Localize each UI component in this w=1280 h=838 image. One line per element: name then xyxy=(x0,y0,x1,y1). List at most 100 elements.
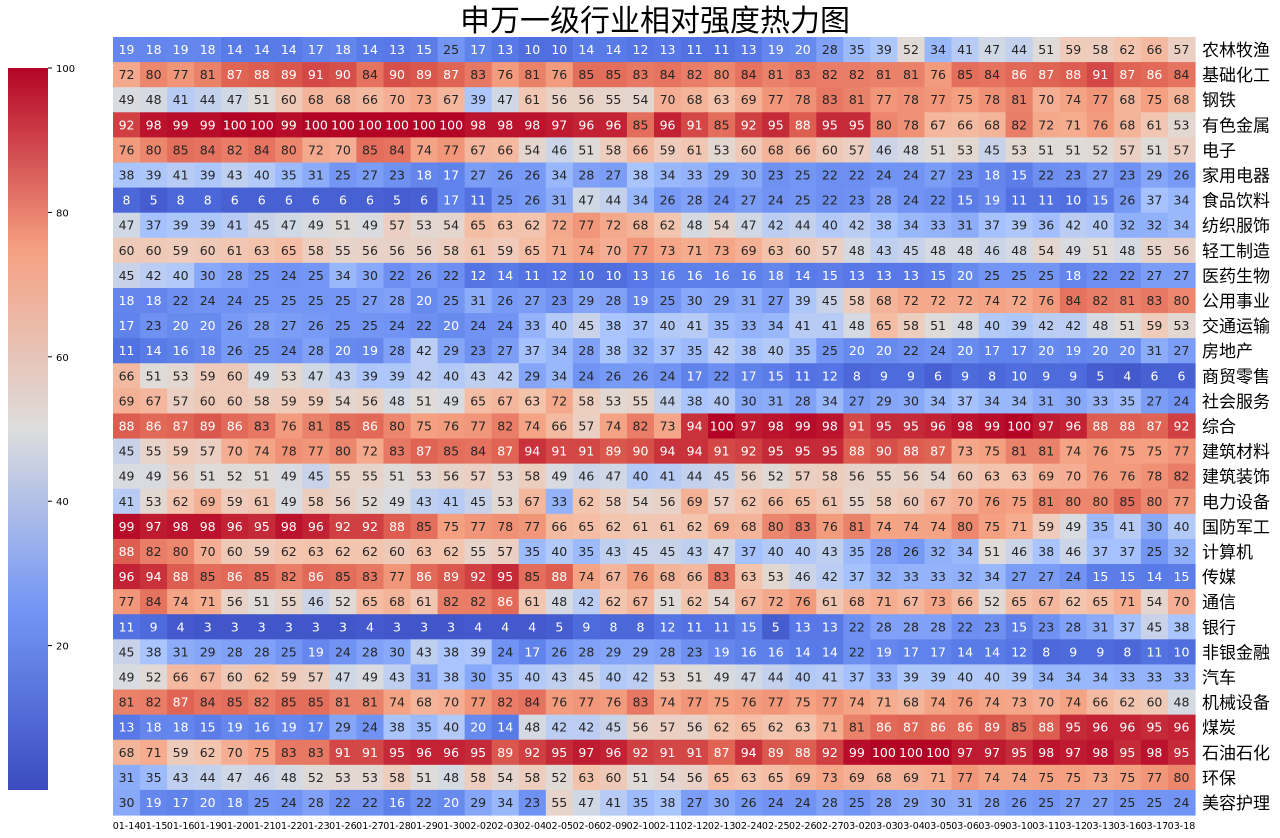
x-tick-label: 01-19 xyxy=(194,821,222,832)
cell-value-label: 51 xyxy=(200,469,216,484)
heatmap-cell xyxy=(1005,714,1034,741)
heatmap-cell xyxy=(275,488,303,515)
heatmap-cell xyxy=(194,338,222,364)
cell-value-label: 70 xyxy=(200,544,216,559)
heatmap-cell xyxy=(789,62,817,88)
heatmap-cell xyxy=(302,363,330,389)
heatmap-cell xyxy=(1086,363,1115,389)
heatmap-cell xyxy=(572,388,601,415)
heatmap-cell xyxy=(221,513,249,540)
cell-value-label: 55 xyxy=(849,494,865,509)
heatmap-cell xyxy=(1167,564,1196,590)
cell-value-label: 82 xyxy=(849,67,865,82)
heatmap-cell xyxy=(978,589,1007,615)
heatmap-cell xyxy=(437,564,466,590)
cell-value-label: 26 xyxy=(416,268,432,283)
heatmap-cell xyxy=(897,287,926,314)
heatmap-cell xyxy=(816,388,844,415)
heatmap-cell xyxy=(437,538,466,565)
heatmap-cell xyxy=(1005,664,1034,691)
cell-value-label: 48 xyxy=(1174,695,1190,710)
cell-value-label: 61 xyxy=(416,594,432,609)
heatmap-cell xyxy=(1113,664,1142,691)
heatmap-cell xyxy=(356,62,385,88)
cell-value-label: 59 xyxy=(660,142,676,157)
cell-value-label: 66 xyxy=(551,519,567,534)
heatmap-cell xyxy=(951,513,980,540)
heatmap-cell xyxy=(1005,463,1034,490)
cell-value-label: 56 xyxy=(389,243,405,258)
cell-value-label: 56 xyxy=(1174,243,1190,258)
cell-value-label: 3 xyxy=(204,619,212,634)
cell-value-label: 65 xyxy=(876,318,892,333)
heatmap-cell xyxy=(735,62,763,88)
heatmap-cell xyxy=(545,187,574,214)
heatmap-cell xyxy=(1005,589,1034,615)
heatmap-cells: 19 18 19 18 14 14 14 17 18 14 13 15 25 17 13 10 10 14 14 12… xyxy=(113,37,1196,816)
cell-value-label: 48 xyxy=(146,92,162,107)
cell-value-label: 25 xyxy=(1038,795,1054,810)
cell-value-label: 57 xyxy=(1119,142,1135,157)
heatmap-cell xyxy=(843,488,871,515)
cell-value-label: 59 xyxy=(1038,519,1054,534)
cell-value-label: 40 xyxy=(443,368,459,383)
cell-value-label: 49 xyxy=(146,469,162,484)
x-tick-label: 03-04 xyxy=(897,821,925,832)
heatmap-cell xyxy=(329,463,358,490)
heatmap-cell xyxy=(599,287,628,314)
cell-value-label: 66 xyxy=(957,594,973,609)
heatmap-cell xyxy=(978,388,1007,415)
heatmap-cell xyxy=(221,363,249,389)
heatmap-cell xyxy=(329,488,358,515)
cell-value-label: 70 xyxy=(1038,92,1054,107)
heatmap-cell xyxy=(302,187,330,214)
heatmap-cell xyxy=(978,37,1007,63)
cell-value-label: 20 xyxy=(957,343,973,358)
heatmap-cell xyxy=(275,589,303,615)
cell-value-label: 61 xyxy=(633,519,649,534)
cell-value-label: 77 xyxy=(119,594,135,609)
cell-value-label: 49 xyxy=(714,669,730,684)
cell-value-label: 27 xyxy=(1174,268,1190,283)
heatmap-cell xyxy=(843,388,871,415)
heatmap-cell xyxy=(816,262,844,289)
heatmap-cell xyxy=(572,513,601,540)
heatmap-cell xyxy=(1167,187,1196,214)
cell-value-label: 76 xyxy=(497,67,513,82)
cell-value-label: 56 xyxy=(362,243,378,258)
cell-value-label: 4 xyxy=(1123,368,1131,383)
cell-value-label: 28 xyxy=(362,644,378,659)
heatmap-cell xyxy=(491,513,520,540)
cell-value-label: 54 xyxy=(1038,243,1054,258)
cell-value-label: 25 xyxy=(335,293,351,308)
cell-value-label: 25 xyxy=(335,318,351,333)
cell-value-label: 54 xyxy=(714,218,730,233)
cell-value-label: 70 xyxy=(1065,469,1081,484)
x-tick-label: 02-27 xyxy=(816,821,844,832)
heatmap-cell xyxy=(1167,689,1196,716)
cell-value-label: 25 xyxy=(795,168,811,183)
cell-value-label: 29 xyxy=(605,644,621,659)
cell-value-label: 27 xyxy=(1146,393,1162,408)
heatmap-cell xyxy=(518,689,547,716)
cell-value-label: 61 xyxy=(524,594,540,609)
cell-value-label: 47 xyxy=(741,218,757,233)
cell-value-label: 29 xyxy=(903,795,919,810)
cell-value-label: 74 xyxy=(173,594,189,609)
cell-value-label: 42 xyxy=(822,569,838,584)
heatmap-cell xyxy=(924,639,953,666)
heatmap-cell xyxy=(626,589,655,615)
cell-value-label: 44 xyxy=(200,770,216,785)
heatmap-cell xyxy=(870,363,899,389)
cell-value-label: 60 xyxy=(227,368,243,383)
heatmap-cell xyxy=(681,614,709,640)
cell-value-label: 40 xyxy=(795,544,811,559)
heatmap-cell xyxy=(1059,237,1088,264)
cell-value-label: 26 xyxy=(660,193,676,208)
heatmap-cell xyxy=(545,87,574,113)
heatmap-cell xyxy=(1140,513,1169,540)
cell-value-label: 100 xyxy=(412,117,436,132)
cell-value-label: 38 xyxy=(146,644,162,659)
cell-value-label: 28 xyxy=(822,795,838,810)
heatmap-cell xyxy=(302,438,330,465)
